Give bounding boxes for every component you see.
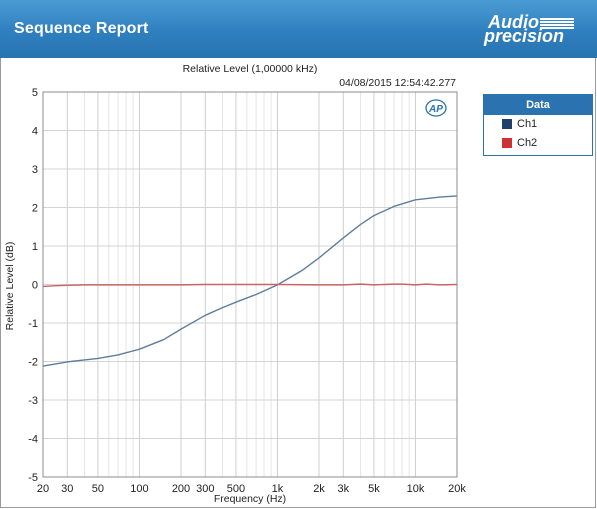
y-tick-label--4: -4 — [28, 434, 38, 446]
report-title: Sequence Report — [14, 20, 149, 37]
series-line-ch1 — [42, 195, 458, 367]
axis-ticks: 20 30 50 100 200 300 500 1k 2k 3k 5k 10k 20k 5 4 3 2 1 0 -1… — [28, 87, 466, 495]
y-tick-label-3: 3 — [32, 164, 38, 176]
x-tick-label-20k: 20k — [448, 483, 466, 495]
x-tick-label-5k: 5k — [368, 483, 380, 495]
x-tick-label-500: 500 — [227, 483, 245, 495]
x-tick-label-2k: 2k — [313, 483, 325, 495]
x-tick-label-30: 30 — [61, 483, 73, 495]
chart-timestamp: 04/08/2015 12:54:42.277 — [339, 77, 456, 89]
logo-bars-icon — [540, 18, 574, 32]
y-tick-label--1: -1 — [28, 318, 38, 330]
legend-swatch-ch1 — [502, 119, 512, 129]
ap-watermark-icon: AP — [425, 99, 447, 117]
frequency-response-chart: Relative Level (1,00000 kHz) 04/08/2015 … — [4, 63, 466, 505]
plot-area-border — [42, 91, 458, 478]
legend-panel: Data Ch1 Ch2 — [483, 94, 593, 156]
y-axis-label: Relative Level (dB) — [4, 242, 16, 331]
watermark-text: AP — [428, 104, 443, 115]
x-tick-label-20: 20 — [37, 483, 49, 495]
legend-item-ch1[interactable]: Ch1 — [484, 115, 592, 134]
report-frame — [0, 58, 596, 508]
x-tick-label-10k: 10k — [407, 483, 425, 495]
x-tick-label-1k: 1k — [272, 483, 284, 495]
logo-word-audio: Audio — [488, 12, 539, 32]
y-tick-label-4: 4 — [32, 126, 38, 138]
logo-word-precision: precision — [484, 26, 565, 46]
legend-label-ch1: Ch1 — [517, 118, 538, 130]
y-tick-label--5: -5 — [28, 472, 38, 484]
audio-precision-logo: Audio precision — [482, 12, 582, 48]
report-header: Sequence Report Audio precision — [0, 0, 597, 58]
series-line-ch2 — [42, 283, 458, 288]
y-tick-label-5: 5 — [32, 87, 38, 99]
x-tick-label-200: 200 — [172, 483, 190, 495]
legend-swatch-ch2 — [502, 138, 512, 148]
x-tick-label-3k: 3k — [337, 483, 349, 495]
x-tick-label-300: 300 — [196, 483, 214, 495]
y-tick-label--2: -2 — [28, 357, 38, 369]
x-tick-label-50: 50 — [92, 483, 104, 495]
x-tick-label-100: 100 — [130, 483, 148, 495]
chart-title: Relative Level (1,00000 kHz) — [183, 63, 318, 75]
y-tick-label-1: 1 — [32, 241, 38, 253]
y-tick-label--3: -3 — [28, 395, 38, 407]
series-layer — [42, 195, 458, 367]
x-axis-label: Frequency (Hz) — [214, 493, 286, 505]
legend-item-ch2[interactable]: Ch2 — [484, 134, 592, 153]
y-tick-label-0: 0 — [32, 280, 38, 292]
y-tick-label-2: 2 — [32, 203, 38, 215]
legend-title: Data — [484, 95, 592, 115]
legend-label-ch2: Ch2 — [517, 137, 538, 149]
